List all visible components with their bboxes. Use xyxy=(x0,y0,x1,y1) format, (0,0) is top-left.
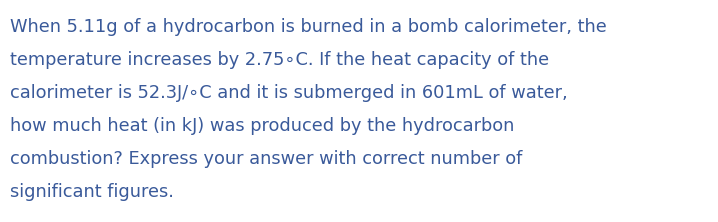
Text: When 5.11g of a hydrocarbon is burned in a bomb calorimeter, the: When 5.11g of a hydrocarbon is burned in… xyxy=(10,18,607,36)
Text: how much heat (in kJ) was produced by the hydrocarbon: how much heat (in kJ) was produced by th… xyxy=(10,117,514,135)
Text: temperature increases by 2.75∘C. If the heat capacity of the: temperature increases by 2.75∘C. If the … xyxy=(10,51,549,69)
Text: calorimeter is 52.3J/∘C and it is submerged in 601mL of water,: calorimeter is 52.3J/∘C and it is submer… xyxy=(10,84,568,102)
Text: combustion? Express your answer with correct number of: combustion? Express your answer with cor… xyxy=(10,150,523,168)
Text: significant figures.: significant figures. xyxy=(10,183,174,201)
